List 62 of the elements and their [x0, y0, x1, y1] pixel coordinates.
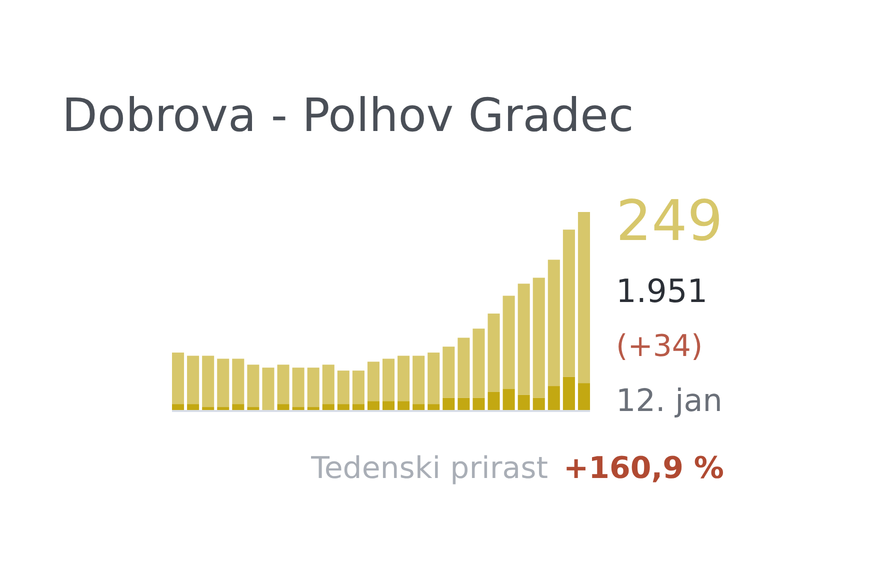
- bar: [202, 407, 214, 410]
- bar: [532, 278, 545, 398]
- bar: [292, 368, 304, 408]
- bar: [578, 383, 590, 410]
- bar: [488, 314, 500, 392]
- bar: [548, 386, 560, 410]
- bar: [398, 356, 410, 402]
- bar: [502, 389, 515, 410]
- bar: [187, 404, 200, 410]
- bar: [247, 407, 260, 410]
- bar: [458, 338, 470, 398]
- text: 1.951: [616, 272, 708, 310]
- bar: [367, 401, 380, 410]
- bar: [337, 404, 350, 410]
- bar: [277, 364, 290, 404]
- bar: [412, 404, 425, 410]
- bar: [518, 394, 530, 410]
- bar: [442, 398, 455, 410]
- bar: [232, 404, 244, 410]
- bar: [412, 356, 425, 404]
- bar: [548, 260, 560, 386]
- bar: [202, 356, 214, 408]
- bar: [458, 398, 470, 410]
- bar: [172, 404, 184, 410]
- bar: [382, 358, 395, 402]
- bar: [428, 404, 440, 410]
- bar: [262, 368, 274, 410]
- text: 12. jan: [616, 383, 722, 419]
- chart-title: Dobrova - Polhov Gradec: [62, 88, 634, 142]
- bar: [442, 346, 455, 398]
- bar: [578, 212, 590, 384]
- bar: [277, 404, 290, 410]
- bar: [217, 407, 230, 410]
- text: Tedenski prirast: [310, 451, 548, 486]
- bar: [187, 356, 200, 404]
- text: 249: [616, 189, 723, 254]
- text: (+34): [616, 329, 703, 364]
- bar: [352, 404, 364, 410]
- bar: [292, 407, 304, 410]
- bar: [382, 401, 395, 410]
- bar: [322, 364, 334, 404]
- bar: [562, 230, 575, 377]
- bar: [502, 296, 515, 390]
- bar: [337, 370, 350, 404]
- bar: [217, 358, 230, 408]
- bar: [247, 364, 260, 408]
- bar: [172, 352, 184, 404]
- bar: [307, 368, 320, 408]
- bar: [398, 401, 410, 410]
- bar: [472, 328, 485, 398]
- bar: [562, 376, 575, 410]
- bar: [532, 398, 545, 410]
- bar: [428, 352, 440, 404]
- bar: [307, 407, 320, 410]
- bar: [232, 358, 244, 404]
- bar: [352, 370, 364, 404]
- text: +160,9 %: [563, 451, 724, 486]
- bar: [488, 392, 500, 410]
- bar: [367, 362, 380, 402]
- bar: [472, 398, 485, 410]
- bar: [518, 284, 530, 395]
- bar: [322, 404, 334, 410]
